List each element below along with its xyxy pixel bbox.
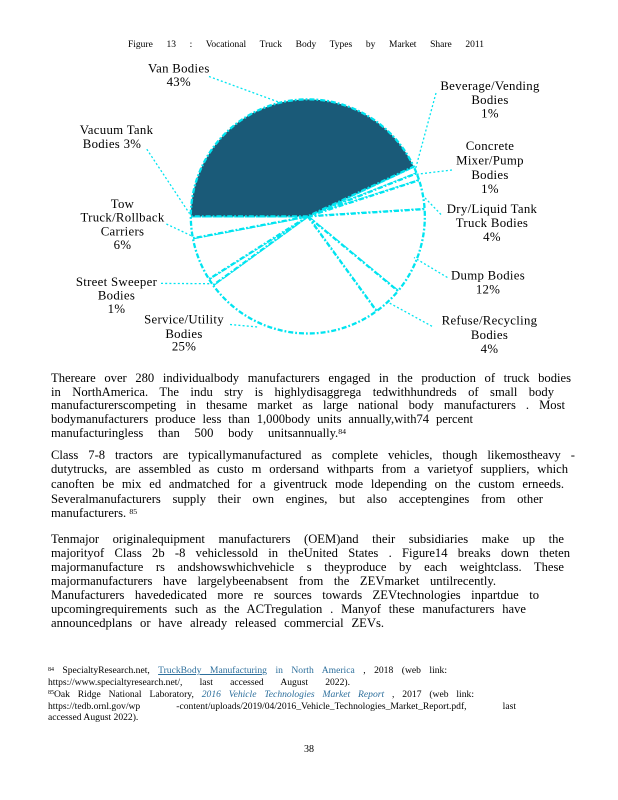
svg-text:4%: 4%	[481, 342, 499, 356]
svg-text:25%: 25%	[172, 339, 196, 353]
svg-text:Truck/Rollback: Truck/Rollback	[80, 211, 164, 225]
svg-text:43%: 43%	[167, 75, 191, 89]
svg-text:Tow: Tow	[111, 197, 135, 211]
svg-text:1%: 1%	[481, 182, 499, 196]
svg-text:Bodies: Bodies	[471, 168, 508, 182]
svg-text:Bodies: Bodies	[98, 289, 135, 303]
svg-text:Dry/Liquid Tank: Dry/Liquid Tank	[447, 202, 538, 216]
svg-text:12%: 12%	[476, 283, 500, 297]
svg-text:Bodies 3%: Bodies 3%	[83, 137, 142, 151]
svg-text:Bodies: Bodies	[165, 327, 202, 341]
svg-text:Service/Utility: Service/Utility	[144, 313, 224, 327]
svg-text:Refuse/Recycling: Refuse/Recycling	[442, 313, 538, 327]
svg-text:4%: 4%	[483, 230, 501, 244]
svg-text:1%: 1%	[108, 302, 126, 316]
svg-text:6%: 6%	[114, 238, 132, 252]
svg-text:Vacuum Tank: Vacuum Tank	[80, 123, 154, 137]
svg-text:Bodies: Bodies	[471, 93, 508, 107]
svg-text:Carriers: Carriers	[101, 224, 145, 238]
svg-text:Van Bodies: Van Bodies	[148, 62, 210, 76]
svg-text:Truck Bodies: Truck Bodies	[456, 216, 528, 230]
svg-text:Street Sweeper: Street Sweeper	[76, 275, 158, 289]
svg-text:Bodies: Bodies	[471, 328, 508, 342]
svg-text:Mixer/Pump: Mixer/Pump	[456, 154, 524, 168]
svg-text:Concrete: Concrete	[466, 139, 515, 153]
svg-text:1%: 1%	[481, 107, 499, 121]
svg-text:Dump Bodies: Dump Bodies	[451, 268, 525, 282]
svg-text:Beverage/Vending: Beverage/Vending	[440, 79, 540, 93]
